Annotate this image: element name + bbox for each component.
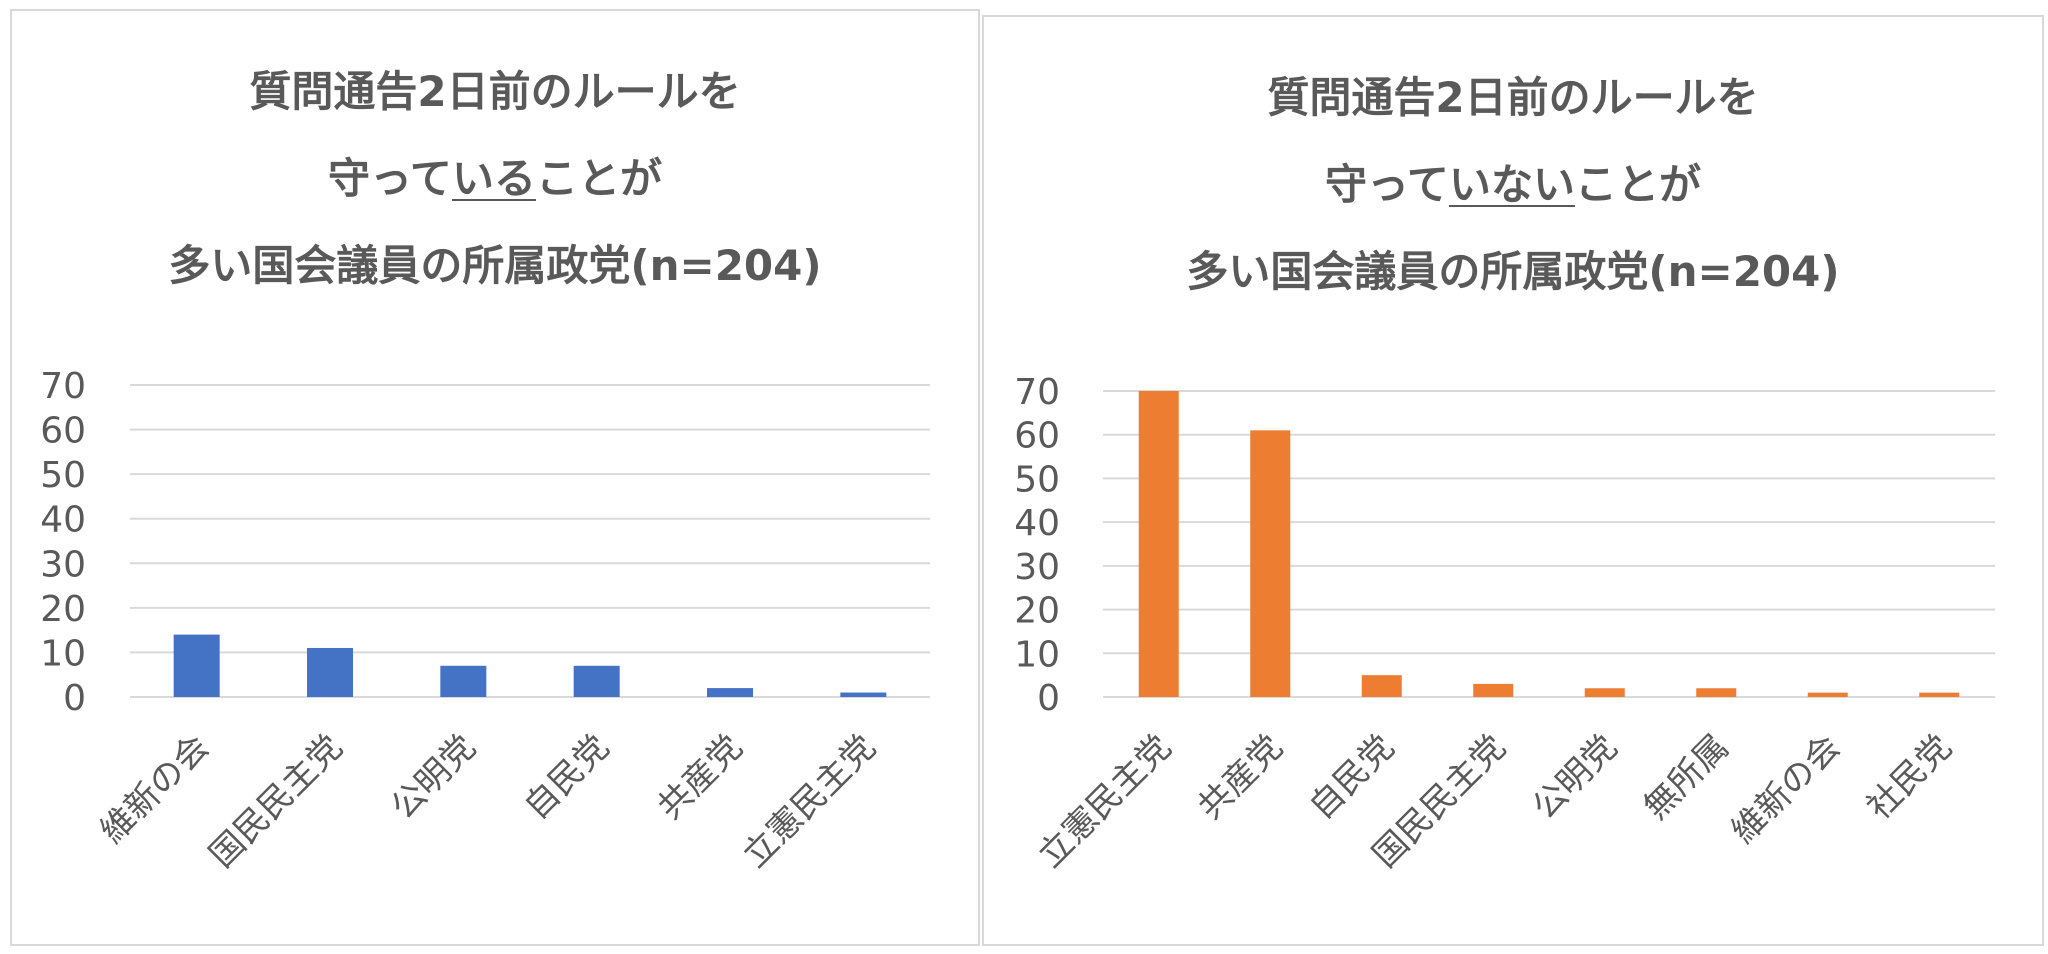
bar: [707, 688, 753, 697]
right-chart-title: 質問通告2日前のルールを 守っていないことが 多い国会議員の所属政党(n=204…: [982, 64, 2044, 299]
x-category-label: 公明党: [1525, 727, 1625, 827]
y-tick-label: 70: [1014, 372, 1060, 413]
y-tick-label: 0: [1037, 678, 1060, 719]
y-tick-label: 50: [1014, 459, 1060, 500]
bar: [840, 692, 887, 697]
bar: [1919, 692, 1960, 697]
left-title-line2-underlined: いる: [451, 154, 536, 203]
bar: [1250, 430, 1291, 697]
y-tick-label: 70: [40, 366, 86, 407]
x-category-label: 立憲民主党: [1031, 727, 1179, 875]
x-category-label: 自民党: [1302, 727, 1402, 827]
right-title-line3: 多い国会議員の所属政党(n=204): [1186, 247, 1840, 296]
bar: [1473, 683, 1514, 697]
y-tick-label: 20: [1014, 591, 1060, 632]
left-title-line2-pre: 守って: [328, 154, 452, 203]
right-title-line2-post: ことが: [1574, 160, 1701, 209]
bar: [1696, 688, 1737, 697]
y-tick-label: 30: [1014, 547, 1060, 588]
left-chart-panel: [10, 9, 980, 946]
y-tick-label: 50: [40, 455, 86, 496]
right-title-line2-pre: 守って: [1325, 160, 1449, 209]
y-tick-label: 10: [40, 633, 86, 674]
y-tick-label: 40: [40, 500, 86, 541]
left-title-line3: 多い国会議員の所属政党(n=204): [168, 241, 822, 290]
left-title-line1: 質問通告2日前のルールを: [249, 67, 741, 116]
bar: [173, 634, 220, 697]
bar: [307, 647, 353, 697]
y-tick-label: 10: [1014, 634, 1060, 675]
bar: [1138, 391, 1179, 697]
bar: [1584, 688, 1625, 697]
y-tick-label: 60: [40, 411, 86, 452]
y-tick-label: 30: [40, 544, 86, 585]
x-category-label: 共産党: [1190, 727, 1290, 827]
left-title-line2: 守っていることが: [10, 145, 980, 206]
x-category-label: 無所属: [1636, 727, 1736, 827]
x-category-label: 維新の会: [1724, 727, 1848, 851]
right-title-line2-underlined: いない: [1448, 160, 1575, 209]
y-tick-label: 0: [63, 678, 86, 719]
bar: [440, 665, 487, 697]
bar: [1361, 675, 1402, 697]
bar: [573, 665, 620, 697]
y-tick-label: 20: [40, 589, 86, 630]
y-tick-label: 60: [1014, 416, 1060, 457]
left-title-line2-post: ことが: [535, 154, 662, 203]
left-chart-title: 質問通告2日前のルールを 守っていることが 多い国会議員の所属政党(n=204): [10, 58, 980, 293]
right-title-line1: 質問通告2日前のルールを: [1267, 73, 1759, 122]
x-category-label: 社民党: [1859, 727, 1959, 827]
right-title-line2: 守っていないことが: [982, 151, 2044, 212]
y-tick-label: 40: [1014, 503, 1060, 544]
bar: [1807, 692, 1848, 697]
